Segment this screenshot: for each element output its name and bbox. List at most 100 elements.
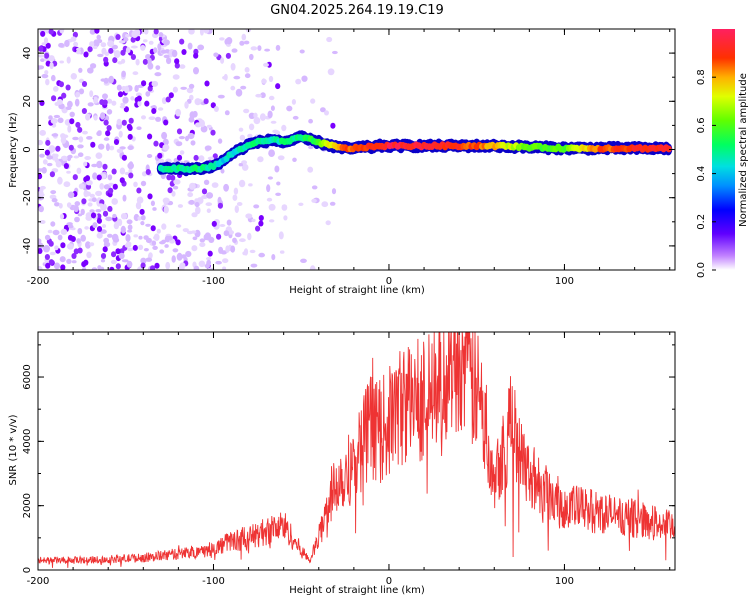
noise-speckle xyxy=(109,266,115,270)
noise-speckle xyxy=(48,29,54,35)
noise-speckle xyxy=(175,141,183,147)
noise-speckle xyxy=(156,228,161,234)
noise-speckle xyxy=(119,177,125,184)
noise-speckle xyxy=(161,223,167,230)
noise-speckle xyxy=(63,163,69,169)
noise-speckle xyxy=(292,115,299,120)
noise-speckle xyxy=(67,125,72,133)
noise-speckle xyxy=(127,229,133,233)
noise-speckle xyxy=(332,50,338,55)
noise-speckle xyxy=(49,251,56,256)
noise-speckle xyxy=(142,58,148,65)
noise-speckle xyxy=(112,213,117,219)
noise-speckle xyxy=(147,193,153,200)
spectrogram-frame xyxy=(37,28,676,271)
noise-speckle xyxy=(190,230,197,234)
noise-speckle xyxy=(163,205,169,214)
noise-speckle xyxy=(219,37,225,41)
noise-speckle xyxy=(140,262,146,269)
y-tick-label: 2000 xyxy=(22,493,33,518)
noise-speckle xyxy=(81,198,87,205)
noise-speckle xyxy=(47,229,53,234)
colorbar-tick-label: 0.2 xyxy=(696,214,707,230)
noise-speckle xyxy=(125,46,131,54)
noise-speckle xyxy=(292,157,297,162)
noise-speckle xyxy=(59,29,65,34)
noise-speckle xyxy=(308,118,313,124)
noise-speckle xyxy=(248,183,253,187)
noise-speckle xyxy=(211,182,219,188)
noise-speckle xyxy=(227,230,234,235)
noise-speckle xyxy=(188,199,195,205)
noise-speckle xyxy=(241,160,248,165)
noise-speckle xyxy=(253,204,260,209)
x-tick-label: 100 xyxy=(555,576,574,587)
noise-speckle xyxy=(135,58,140,66)
noise-speckle xyxy=(223,183,230,192)
x-tick-label: -200 xyxy=(27,576,50,587)
noise-speckle xyxy=(145,169,151,175)
noise-speckle xyxy=(94,29,100,34)
noise-speckle xyxy=(116,84,122,91)
noise-speckle xyxy=(102,210,109,217)
noise-speckle xyxy=(115,34,121,40)
noise-speckle xyxy=(258,215,264,221)
noise-speckle xyxy=(112,57,118,64)
noise-speckle xyxy=(145,91,151,97)
noise-speckle xyxy=(66,170,71,174)
spectrogram-y-tick-labels: -40 -20 0 20 40 xyxy=(22,47,33,254)
noise-speckle xyxy=(62,134,69,139)
noise-speckle xyxy=(182,228,189,233)
noise-speckle xyxy=(59,60,64,64)
noise-speckle xyxy=(60,155,68,161)
noise-speckle xyxy=(331,188,337,195)
noise-speckle xyxy=(60,264,66,270)
y-tick-label: 0 xyxy=(22,146,33,152)
noise-speckle xyxy=(204,80,210,87)
colorbar-gradient xyxy=(712,29,735,270)
noise-speckle xyxy=(103,119,109,126)
noise-speckle xyxy=(261,78,267,84)
noise-speckle xyxy=(85,113,91,121)
noise-speckle xyxy=(39,129,46,136)
noise-speckle xyxy=(72,174,78,181)
noise-speckle xyxy=(194,98,202,106)
noise-speckle xyxy=(157,107,164,111)
noise-speckle xyxy=(148,40,154,45)
noise-speckle xyxy=(61,92,67,99)
noise-speckle xyxy=(72,136,79,141)
noise-speckle xyxy=(165,96,171,103)
noise-speckle xyxy=(187,42,193,50)
noise-speckle xyxy=(105,115,110,121)
noise-speckle xyxy=(116,148,124,154)
noise-speckle xyxy=(54,245,59,251)
noise-speckle xyxy=(170,174,176,181)
colorbar-label: Normalized spectral amplitude xyxy=(738,73,749,227)
noise-speckle xyxy=(66,258,72,264)
noise-speckle xyxy=(259,113,266,121)
noise-speckle xyxy=(66,222,73,226)
snr-series-line xyxy=(38,332,675,568)
noise-speckle xyxy=(188,83,195,89)
noise-speckle xyxy=(230,245,236,253)
noise-speckle xyxy=(63,181,71,188)
noise-speckle xyxy=(162,197,170,204)
noise-speckle xyxy=(239,40,245,46)
noise-speckle xyxy=(143,29,149,35)
noise-speckle xyxy=(179,38,185,45)
noise-speckle xyxy=(128,172,134,179)
noise-speckle xyxy=(70,236,76,242)
noise-speckle xyxy=(100,42,107,48)
noise-speckle xyxy=(58,203,63,209)
noise-speckle xyxy=(267,176,273,180)
noise-speckle xyxy=(124,85,130,94)
noise-speckle xyxy=(204,145,212,151)
noise-speckle xyxy=(66,243,74,250)
noise-speckle xyxy=(199,242,206,248)
noise-speckle xyxy=(244,73,251,79)
noise-speckle xyxy=(55,160,62,168)
noise-speckle xyxy=(120,102,126,107)
noise-speckle xyxy=(215,260,222,265)
noise-speckle xyxy=(92,172,98,180)
noise-speckle xyxy=(247,133,253,138)
